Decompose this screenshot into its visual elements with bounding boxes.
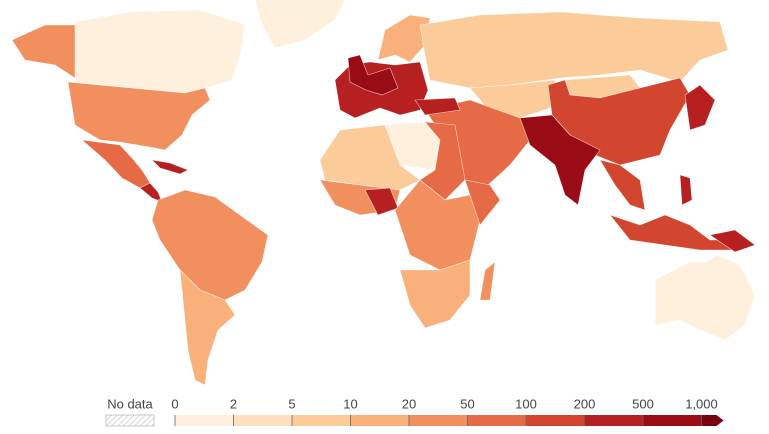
legend-tick-label: 500 [632, 396, 654, 411]
mexico [81, 139, 151, 189]
legend-swatch [175, 415, 234, 426]
legend-tick-label: 0 [171, 396, 178, 411]
greenland [254, 0, 346, 49]
indonesia [609, 214, 741, 251]
legend-swatch [409, 415, 468, 426]
legend-tick-label: 100 [515, 396, 537, 411]
southeast-asia [599, 159, 646, 211]
alaska [11, 24, 76, 79]
caribbean [151, 159, 189, 175]
australia [654, 254, 756, 341]
central-america [139, 182, 163, 203]
legend-arrow [701, 415, 724, 426]
japan-korea [684, 84, 716, 131]
legend-swatch [350, 415, 409, 426]
legend-tick-label: 20 [402, 396, 416, 411]
countries [11, 0, 756, 386]
southern-africa [399, 259, 471, 329]
legend-tick-label: 10 [343, 396, 357, 411]
usa [67, 81, 211, 151]
legend-tick-label: 50 [460, 396, 474, 411]
legend-swatch [584, 415, 643, 426]
papua [709, 229, 756, 253]
turkey [414, 97, 461, 116]
legend-swatch [467, 415, 526, 426]
legend-tick-label: 1,000 [685, 396, 718, 411]
legend-tick-label: 5 [288, 396, 295, 411]
legend-tick-label: 200 [574, 396, 596, 411]
madagascar [479, 261, 496, 301]
legend-swatch [526, 415, 585, 426]
south-america-south [179, 269, 236, 386]
russia [419, 11, 729, 89]
legend-swatch [643, 415, 702, 426]
east-africa [464, 179, 501, 226]
legend-tick-label: 2 [230, 396, 237, 411]
legend-swatch [233, 415, 292, 426]
legend: No data 0 2 5 10 20 50 100 200 500 1,000 [105, 396, 724, 427]
south-america-north [151, 189, 269, 301]
canada [74, 9, 246, 94]
no-data-swatch [105, 414, 155, 427]
india [519, 114, 601, 206]
no-data-label: No data [107, 396, 153, 411]
legend-swatch [292, 415, 351, 426]
philippines [679, 174, 693, 206]
uk-germany [347, 54, 399, 96]
